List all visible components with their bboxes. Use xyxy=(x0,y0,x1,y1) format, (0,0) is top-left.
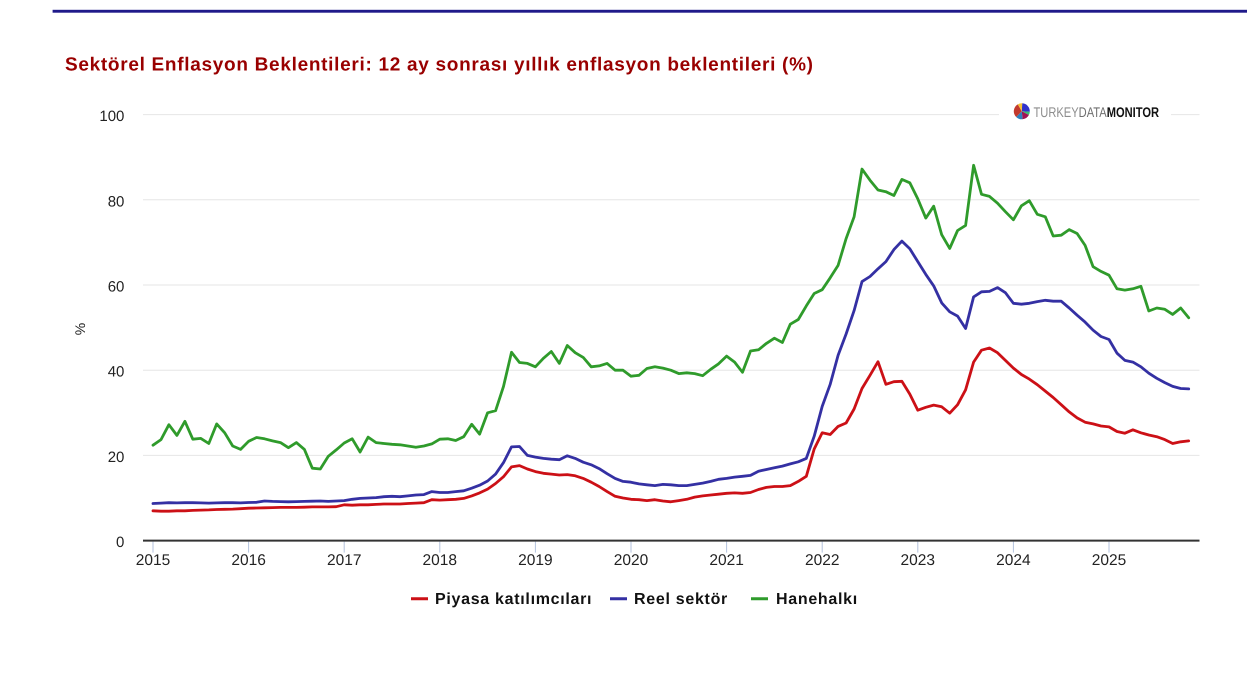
svg-text:2016: 2016 xyxy=(231,552,265,569)
svg-text:2015: 2015 xyxy=(136,552,170,569)
svg-text:2021: 2021 xyxy=(709,552,743,569)
svg-text:2018: 2018 xyxy=(423,552,457,569)
svg-text:80: 80 xyxy=(108,193,125,210)
svg-text:2025: 2025 xyxy=(1092,552,1126,569)
svg-text:Piyasa katılımcıları: Piyasa katılımcıları xyxy=(435,591,592,608)
svg-text:40: 40 xyxy=(108,364,125,381)
svg-text:2024: 2024 xyxy=(996,552,1031,569)
svg-text:100: 100 xyxy=(99,108,124,125)
svg-text:2019: 2019 xyxy=(518,552,552,569)
svg-text:%: % xyxy=(72,323,88,335)
svg-text:0: 0 xyxy=(116,534,124,551)
svg-text:60: 60 xyxy=(108,279,125,296)
svg-text:2017: 2017 xyxy=(327,552,361,569)
svg-text:2020: 2020 xyxy=(614,552,649,569)
svg-text:Reel sektör: Reel sektör xyxy=(634,591,728,608)
svg-text:TURKEYDATAMONITOR: TURKEYDATAMONITOR xyxy=(1034,104,1160,120)
svg-text:20: 20 xyxy=(108,449,125,466)
svg-text:Hanehalkı: Hanehalkı xyxy=(776,591,858,608)
svg-text:Sektörel Enflasyon Beklentiler: Sektörel Enflasyon Beklentileri: 12 ay s… xyxy=(65,55,814,76)
svg-text:2022: 2022 xyxy=(805,552,839,569)
svg-text:2023: 2023 xyxy=(901,552,935,569)
